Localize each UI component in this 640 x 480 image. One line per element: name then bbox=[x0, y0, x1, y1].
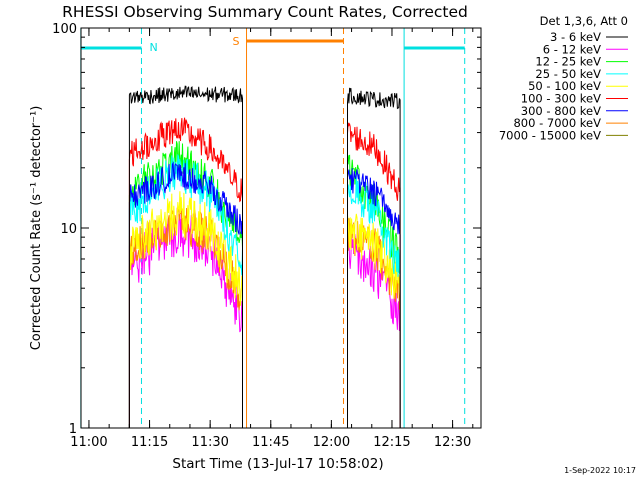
series-line-6-0 bbox=[128, 161, 243, 428]
series-layer bbox=[128, 85, 401, 428]
series-line-5-1 bbox=[347, 122, 401, 428]
y-tick-label: 100 bbox=[52, 22, 77, 37]
legend-header: Det 1,3,6, Att 0 bbox=[540, 14, 628, 28]
series-line-2-0 bbox=[128, 141, 243, 428]
legend-label-2: 12 - 25 keV bbox=[535, 55, 601, 69]
y-tick-label: 10 bbox=[60, 222, 77, 237]
axes-layer: 11:00 11:15 11:30 11:45 12:00 12:15 12:30 1 10 10… bbox=[52, 22, 481, 450]
legend-label-1: 6 - 12 keV bbox=[543, 42, 601, 56]
series-line-4-0 bbox=[128, 191, 243, 428]
x-tick-label: 12:15 bbox=[373, 435, 410, 450]
flag-label-S: S bbox=[233, 35, 240, 48]
x-tick-label: 11:30 bbox=[191, 435, 228, 450]
chart-title: RHESSI Observing Summary Count Rates, Co… bbox=[62, 3, 468, 21]
x-tick-label: 12:00 bbox=[313, 435, 350, 450]
series-line-4-1 bbox=[347, 213, 401, 428]
legend-label-3: 25 - 50 keV bbox=[535, 67, 601, 81]
legend-label-7: 800 - 7000 keV bbox=[513, 116, 601, 130]
legend-label-5: 100 - 300 keV bbox=[521, 92, 601, 106]
series-line-0-0 bbox=[128, 85, 243, 428]
legend-label-6: 300 - 800 keV bbox=[521, 104, 601, 118]
series-line-5-0 bbox=[128, 117, 243, 428]
legend-label-8: 7000 - 15000 keV bbox=[499, 128, 601, 142]
series-line-6-1 bbox=[347, 168, 401, 428]
y-axis-label: Corrected Count Rate (s⁻¹ detector⁻¹) bbox=[29, 106, 44, 351]
series-line-0-1 bbox=[347, 87, 401, 428]
series-line-3-1 bbox=[347, 172, 401, 428]
legend-label-4: 50 - 100 keV bbox=[528, 79, 601, 93]
x-tick-label: 11:00 bbox=[70, 435, 107, 450]
y-tick-label: 1 bbox=[69, 422, 77, 437]
legend-label-0: 3 - 6 keV bbox=[550, 30, 601, 44]
x-tick-label: 11:45 bbox=[252, 435, 289, 450]
x-axis-label: Start Time (13-Jul-17 10:58:02) bbox=[172, 456, 383, 472]
footer-timestamp: 1-Sep-2022 10:17 bbox=[564, 466, 636, 475]
flag-label-N: N bbox=[149, 41, 157, 54]
x-tick-label: 11:15 bbox=[131, 435, 168, 450]
x-tick-label: 12:30 bbox=[434, 435, 471, 450]
series-line-3-0 bbox=[128, 154, 243, 428]
